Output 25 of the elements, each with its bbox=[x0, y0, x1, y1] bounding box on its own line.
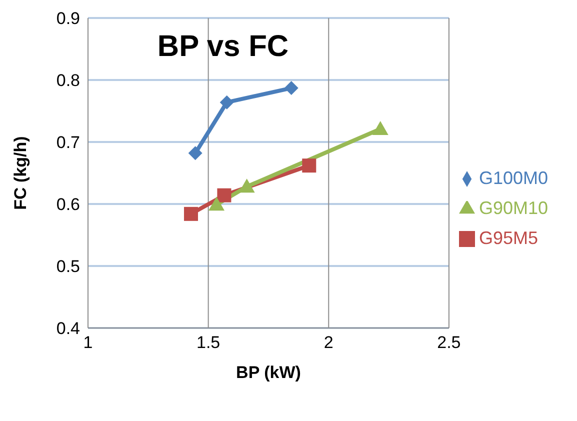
legend-label: G90M10 bbox=[478, 198, 548, 218]
point bbox=[184, 206, 198, 221]
point bbox=[208, 196, 224, 211]
point bbox=[220, 95, 234, 110]
y-tick-label: 0.6 bbox=[56, 195, 80, 214]
point bbox=[302, 158, 316, 173]
y-tick-label: 0.9 bbox=[56, 9, 80, 28]
x-tick-label: 1.5 bbox=[196, 333, 220, 352]
x-axis-title: BP (kW) bbox=[236, 363, 301, 382]
point bbox=[188, 146, 202, 160]
point bbox=[217, 188, 232, 202]
legend-label: G95M5 bbox=[478, 228, 538, 248]
y-tick-label: 0.7 bbox=[56, 133, 80, 152]
y-tick-label: 0.8 bbox=[56, 71, 80, 90]
point bbox=[284, 81, 298, 96]
point bbox=[238, 178, 255, 193]
chart-title: BP vs FC bbox=[156, 30, 290, 64]
y-axis-title: FC (kg/h) bbox=[11, 136, 30, 210]
legend-label: G100M0 bbox=[478, 168, 548, 188]
x-tick-label: 2 bbox=[324, 333, 334, 352]
x-tick-label: 1 bbox=[83, 333, 93, 352]
y-tick-label: 0.4 bbox=[56, 319, 80, 338]
point bbox=[372, 120, 388, 135]
y-tick-label: 0.5 bbox=[56, 257, 80, 276]
x-tick-label: 2.5 bbox=[437, 333, 461, 352]
